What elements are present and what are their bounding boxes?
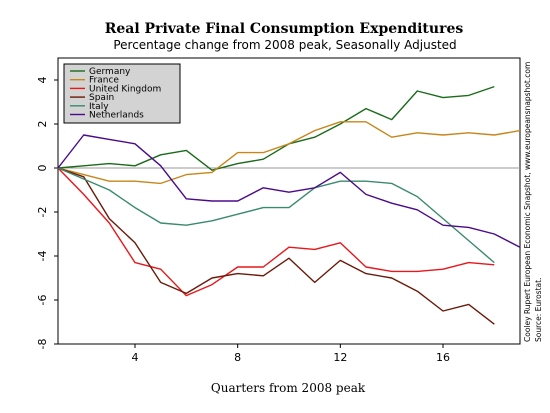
y-axis: 4 2 0 -2 -4 -6 -8 <box>36 77 58 350</box>
legend-box <box>63 63 181 124</box>
source-text: Source: Eurostat. <box>534 278 543 342</box>
x-axis: 4 8 12 16 <box>132 344 450 364</box>
series-line-germany <box>57 85 495 171</box>
series-line-netherlands <box>57 134 521 248</box>
x-tick-label: 8 <box>234 351 241 364</box>
chart-subtitle: Percentage change from 2008 peak, Season… <box>113 38 456 52</box>
legend-label-germany: Germany <box>89 67 131 77</box>
y-tick-label: -2 <box>36 207 49 218</box>
series-line-italy <box>57 167 495 264</box>
y-tick-label: 0 <box>36 165 49 172</box>
legend-label-netherlands: Netherlands <box>89 111 144 121</box>
y-tick-label: -8 <box>36 339 49 350</box>
credit-text: Cooley Rupert European Economic Snapshot… <box>523 62 532 342</box>
y-tick-label: 2 <box>36 121 49 128</box>
chart-title: Real Private Final Consumption Expenditu… <box>105 21 464 37</box>
series-layer <box>57 85 521 325</box>
series-line-united-kingdom <box>57 167 495 297</box>
y-tick-label: 4 <box>36 77 49 84</box>
series-line-spain <box>57 167 495 325</box>
x-tick-label: 12 <box>333 351 347 364</box>
legend-label-spain: Spain <box>89 93 114 103</box>
legend-label-italy: Italy <box>89 102 109 112</box>
plot-area <box>57 57 521 345</box>
legend-label-france: France <box>89 76 119 86</box>
x-tick-label: 4 <box>132 351 139 364</box>
x-axis-label: Quarters from 2008 peak <box>211 381 366 395</box>
x-tick-label: 16 <box>436 351 450 364</box>
legend-label-united-kingdom: United Kingdom <box>89 84 161 94</box>
y-tick-label: -4 <box>36 251 49 262</box>
y-tick-label: -6 <box>36 295 49 306</box>
series-line-france <box>57 121 521 185</box>
